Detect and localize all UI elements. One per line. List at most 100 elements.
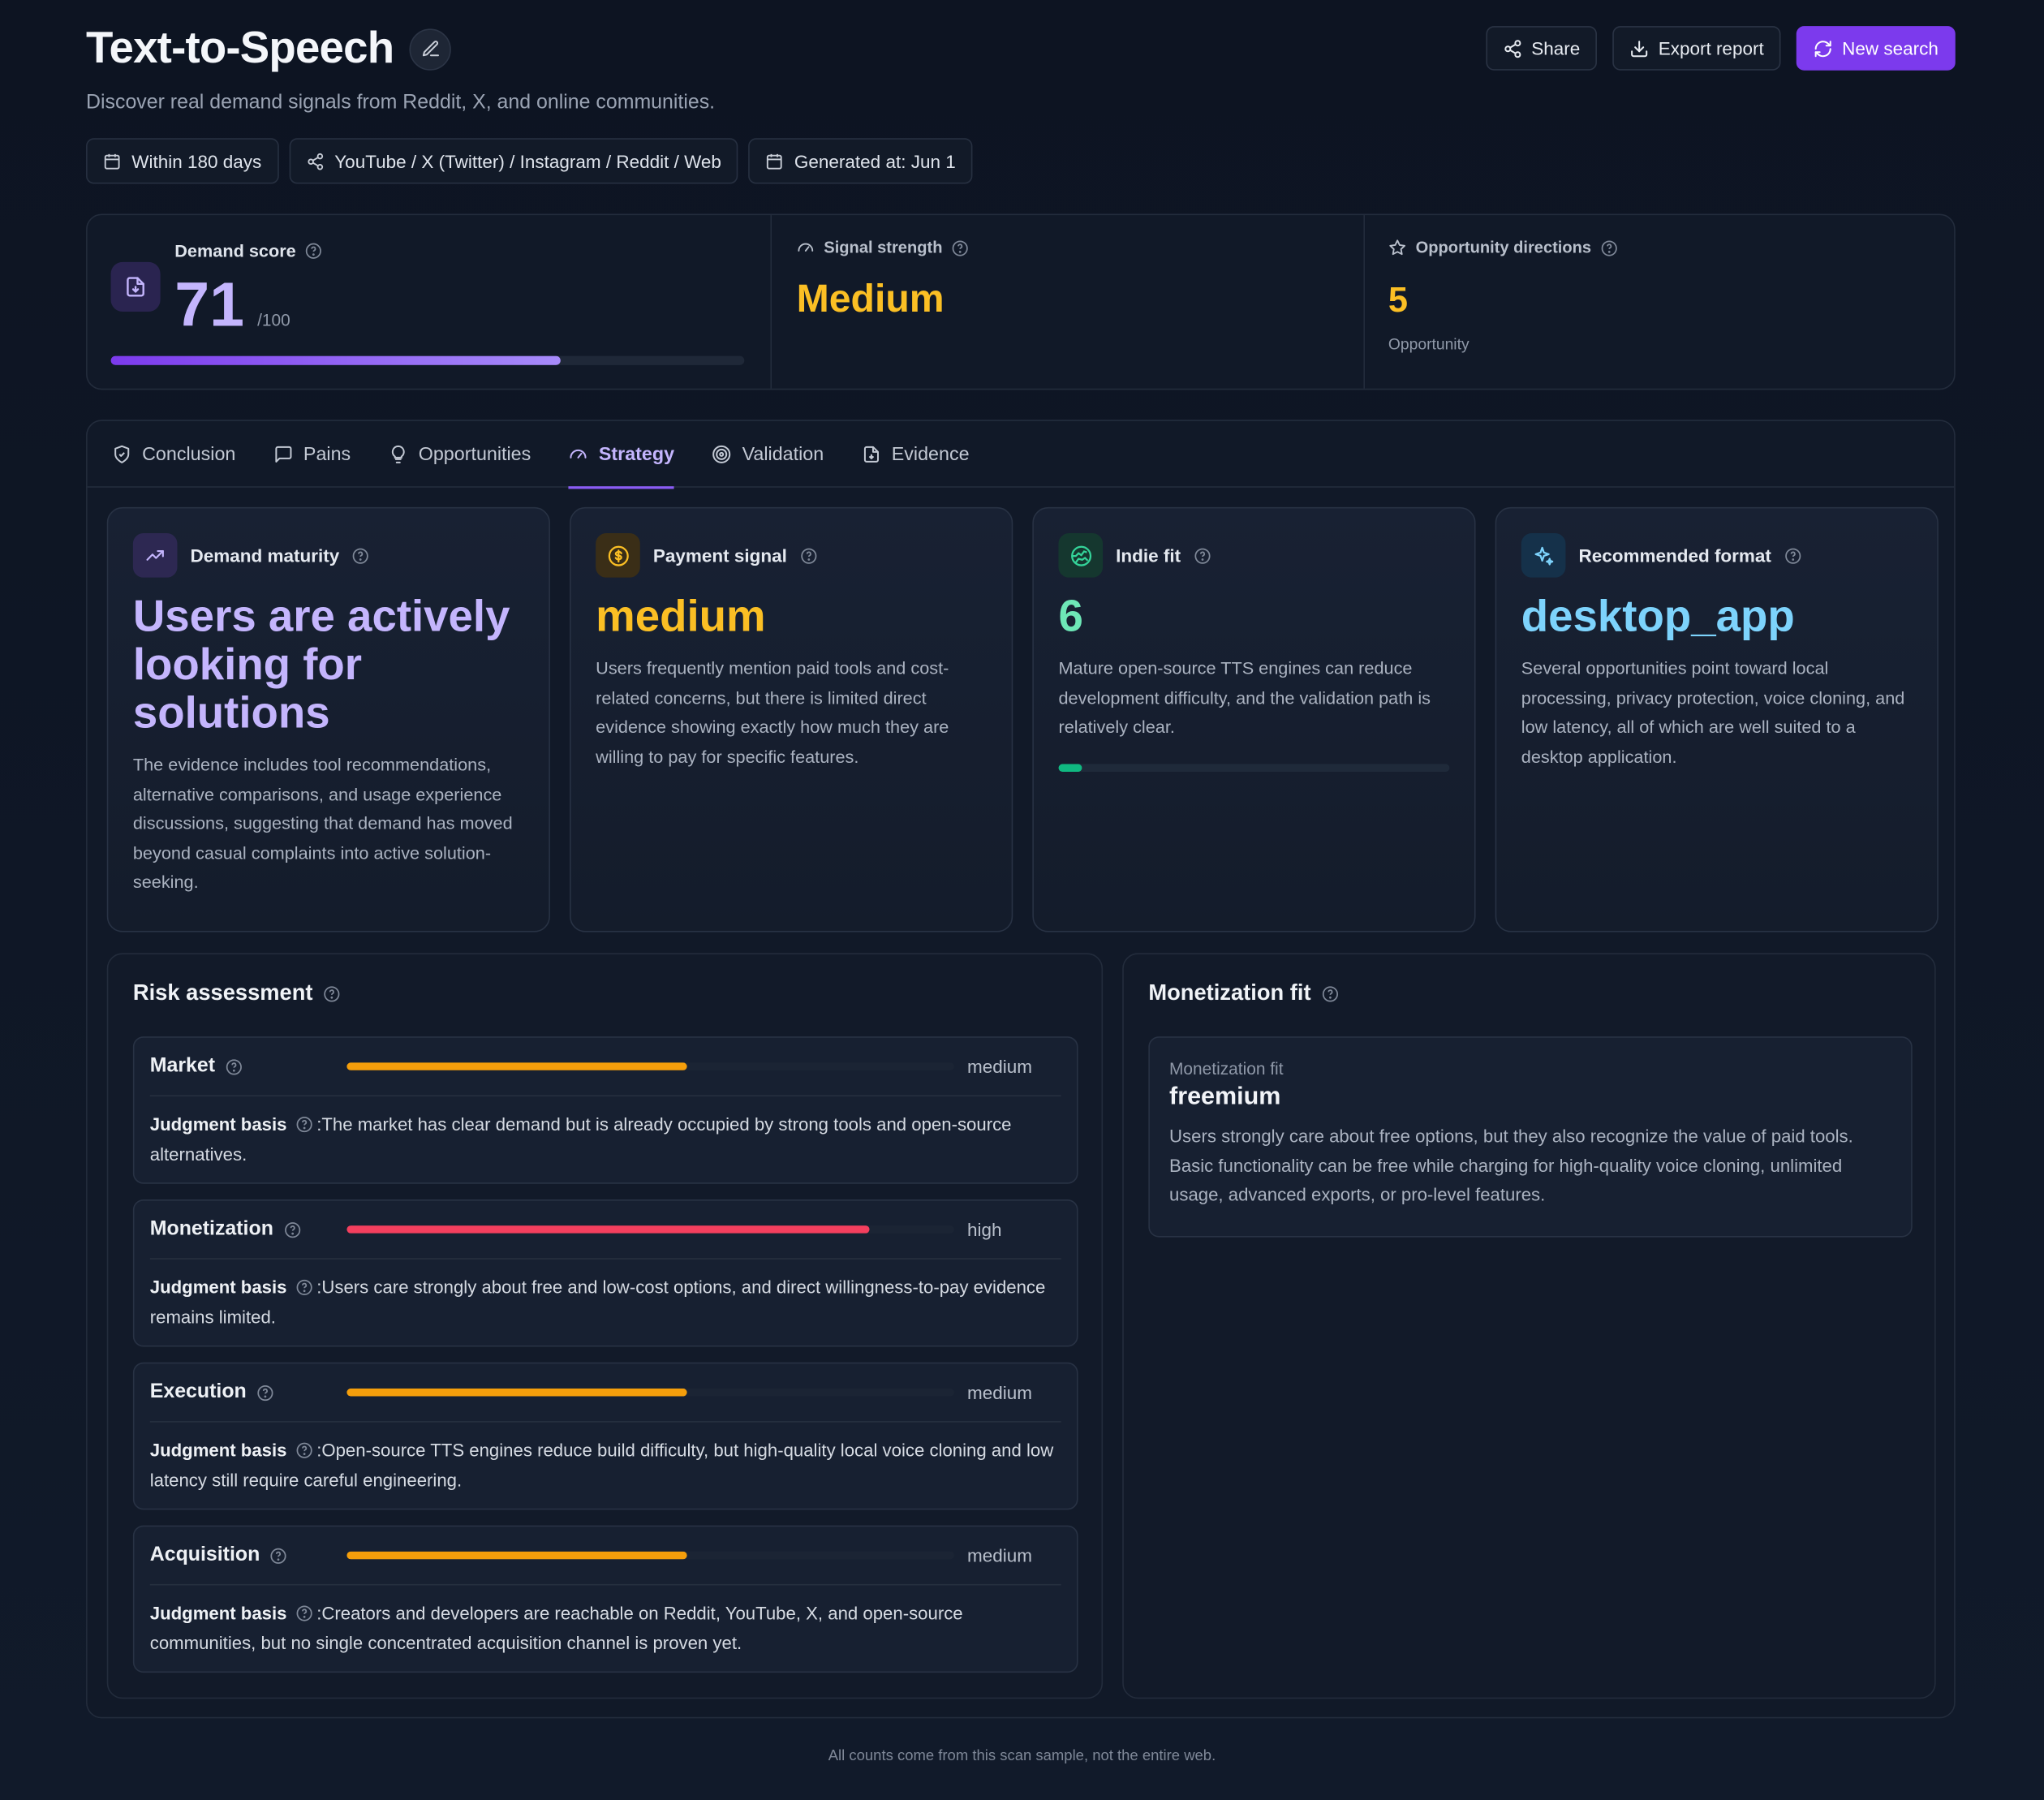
demand-maturity-card: Demand maturity Users are actively looki… xyxy=(106,506,550,932)
gauge-icon xyxy=(798,243,814,252)
tab-label: Pains xyxy=(303,444,351,465)
monetization-fit-title: Monetization fit xyxy=(1148,980,1311,1006)
demand-score-label: Demand score xyxy=(174,241,296,261)
help-icon[interactable] xyxy=(226,1058,243,1075)
tab-label: Strategy xyxy=(598,444,675,465)
opportunity-directions-sub: Opportunity xyxy=(1388,334,1470,354)
generated-label: Generated at: Jun 1 xyxy=(794,150,956,172)
card-title: Demand maturity xyxy=(190,545,340,566)
opportunity-directions-metric: Opportunity directions 5 Opportunity xyxy=(1363,215,1954,389)
risk-name: Execution xyxy=(149,1380,247,1403)
opportunity-directions-label: Opportunity directions xyxy=(1415,238,1592,257)
card-description: The evidence includes tool recommendatio… xyxy=(132,755,513,892)
risk-assessment-section: Risk assessment Market medium Judgment b… xyxy=(106,953,1104,1699)
message-square-icon xyxy=(274,446,292,463)
help-icon[interactable] xyxy=(952,239,969,256)
help-icon[interactable] xyxy=(323,985,340,1002)
help-icon[interactable] xyxy=(295,1279,312,1296)
dollar-icon xyxy=(607,545,628,566)
monetization-fit-description: Users strongly care about free options, … xyxy=(1169,1126,1853,1205)
risk-bar-fill xyxy=(346,1225,870,1234)
judgment-basis-text: :The market has clear demand but is alre… xyxy=(149,1114,1012,1164)
icon-box xyxy=(1521,533,1566,578)
tab-strategy[interactable]: Strategy xyxy=(568,421,675,489)
share-label: Share xyxy=(1531,37,1581,59)
help-icon[interactable] xyxy=(270,1547,287,1564)
card-description: Several opportunities point toward local… xyxy=(1521,658,1905,766)
document-badge xyxy=(110,261,161,312)
tab-opportunities[interactable]: Opportunities xyxy=(389,421,531,488)
sources-filter-chip[interactable]: YouTube / X (Twitter) / Instagram / Redd… xyxy=(289,138,738,184)
risk-bar-fill xyxy=(346,1388,687,1397)
signal-strength-metric: Signal strength Medium xyxy=(770,215,1363,389)
help-icon[interactable] xyxy=(295,1116,312,1133)
signal-strength-value: Medium xyxy=(796,278,945,321)
help-icon[interactable] xyxy=(1194,547,1211,564)
share-button[interactable]: Share xyxy=(1486,26,1598,71)
tab-label: Evidence xyxy=(891,444,970,465)
card-description: Users frequently mention paid tools and … xyxy=(596,658,949,766)
target-icon xyxy=(712,445,731,463)
help-icon[interactable] xyxy=(295,1605,312,1622)
metrics-card: Demand score 71 /100 Signal strength Med… xyxy=(86,213,1956,390)
tab-validation[interactable]: Validation xyxy=(712,421,824,488)
edit-title-button[interactable] xyxy=(409,28,451,70)
calendar-icon xyxy=(104,153,120,169)
help-icon[interactable] xyxy=(295,1442,312,1459)
help-icon[interactable] xyxy=(1600,239,1617,256)
judgment-basis-label: Judgment basis xyxy=(149,1114,287,1135)
risk-item-market: Market medium Judgment basis :The market… xyxy=(132,1036,1078,1184)
help-icon[interactable] xyxy=(305,243,322,260)
demand-score-value: 71 xyxy=(174,271,245,341)
card-title: Recommended format xyxy=(1578,545,1771,566)
globe-icon xyxy=(1070,545,1091,566)
risk-level: medium xyxy=(967,1056,1033,1077)
download-icon xyxy=(1631,40,1648,57)
pencil-icon xyxy=(422,41,439,57)
shield-icon xyxy=(114,445,130,463)
period-filter-chip[interactable]: Within 180 days xyxy=(86,138,279,184)
help-icon[interactable] xyxy=(284,1221,301,1238)
signal-strength-label: Signal strength xyxy=(824,238,943,257)
risk-assessment-title: Risk assessment xyxy=(132,980,313,1006)
export-label: Export report xyxy=(1658,37,1764,59)
sources-label: YouTube / X (Twitter) / Instagram / Redd… xyxy=(334,150,721,172)
risk-name: Monetization xyxy=(149,1217,273,1240)
help-icon[interactable] xyxy=(1321,985,1338,1002)
tab-pains[interactable]: Pains xyxy=(273,421,351,488)
card-description: Mature open-source TTS engines can reduc… xyxy=(1058,658,1431,737)
share-icon xyxy=(307,153,323,170)
help-icon[interactable] xyxy=(800,547,817,564)
export-report-button[interactable]: Export report xyxy=(1612,26,1781,71)
risk-level: high xyxy=(967,1219,1002,1240)
risk-bar-fill xyxy=(346,1551,687,1560)
indie-fit-bar xyxy=(1058,763,1450,772)
demand-score-bar xyxy=(110,355,745,365)
help-icon[interactable] xyxy=(257,1384,274,1401)
tab-evidence[interactable]: Evidence xyxy=(862,421,970,488)
risk-name: Market xyxy=(149,1054,216,1077)
new-search-button[interactable]: New search xyxy=(1796,26,1956,71)
new-search-label: New search xyxy=(1842,37,1939,59)
help-icon[interactable] xyxy=(1784,547,1801,564)
indie-fit-fill xyxy=(1058,763,1082,772)
star-icon xyxy=(1389,239,1406,256)
trending-up-icon xyxy=(146,549,164,561)
card-title: Payment signal xyxy=(652,545,787,566)
help-icon[interactable] xyxy=(352,547,369,564)
monetization-fit-value: freemium xyxy=(1169,1083,1281,1111)
risk-bar xyxy=(346,1388,954,1397)
tab-conclusion[interactable]: Conclusion xyxy=(112,421,235,488)
judgment-basis-label: Judgment basis xyxy=(149,1440,287,1461)
lightbulb-icon xyxy=(391,445,405,463)
file-download-icon xyxy=(127,277,144,297)
monetization-fit-section: Monetization fit Monetization fit freemi… xyxy=(1122,953,1936,1699)
tab-bar: Conclusion Pains Opportunities Strategy … xyxy=(87,421,1955,489)
judgment-basis-text: :Creators and developers are reachable o… xyxy=(149,1603,963,1653)
risk-level: medium xyxy=(967,1544,1033,1566)
demand-score-max: /100 xyxy=(257,310,290,330)
footer-note: All counts come from this scan sample, n… xyxy=(828,1748,1216,1764)
risk-bar xyxy=(346,1062,954,1070)
risk-bar xyxy=(346,1225,954,1234)
risk-item-execution: Execution medium Judgment basis :Open-so… xyxy=(132,1362,1078,1510)
